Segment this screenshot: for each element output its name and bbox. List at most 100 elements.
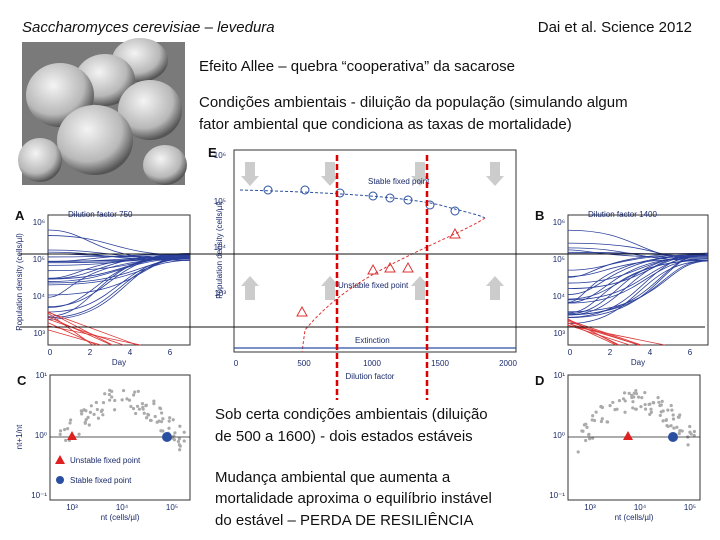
scatter-dot bbox=[158, 407, 163, 411]
arrow bbox=[411, 276, 429, 300]
scatter-dot bbox=[176, 439, 181, 444]
point bbox=[450, 206, 460, 216]
point bbox=[368, 191, 378, 201]
scatter-dot bbox=[661, 419, 665, 423]
scatter-dot bbox=[58, 432, 62, 436]
scatter-dot bbox=[634, 392, 639, 396]
scatter-dot bbox=[160, 411, 164, 415]
figure-label: 10⁵ bbox=[553, 255, 565, 264]
scatter-dot bbox=[617, 399, 622, 403]
scatter-dot bbox=[659, 403, 663, 407]
point bbox=[296, 305, 308, 317]
scatter-dot bbox=[587, 433, 591, 437]
figure-label: 10⁴ bbox=[116, 503, 129, 512]
scatter-dot bbox=[631, 400, 635, 404]
scatter-dot bbox=[144, 403, 148, 407]
figure-label: 1000 bbox=[363, 359, 381, 368]
scatter-dot bbox=[157, 419, 161, 423]
figure-label: 10⁶ bbox=[33, 218, 45, 227]
scatter-dot bbox=[149, 418, 153, 423]
figure: E Population density (cells/µl) 10⁶ 10⁵ 10⁴ 1… bbox=[15, 145, 709, 525]
scatter-dot bbox=[87, 423, 91, 427]
point bbox=[263, 185, 273, 195]
scatter-dot bbox=[88, 410, 93, 414]
scatter-dot bbox=[584, 422, 588, 426]
figure-curve bbox=[567, 254, 709, 295]
scatter-dot bbox=[671, 417, 676, 421]
figure-curve bbox=[567, 255, 709, 284]
scatter-dot bbox=[121, 388, 126, 393]
figure-label: 10⁵ bbox=[684, 503, 696, 512]
scatter-dot bbox=[129, 404, 133, 409]
figure-curve bbox=[47, 259, 191, 286]
scatter-dot bbox=[585, 425, 589, 429]
scatter-dot bbox=[584, 438, 588, 443]
figure-label: 10⁵ bbox=[166, 503, 178, 512]
figure-label: 2 bbox=[608, 348, 613, 357]
figure-curve bbox=[47, 322, 97, 346]
description-line: fator ambiental que condiciona as taxas … bbox=[199, 116, 572, 133]
figure-label: 10⁻¹ bbox=[31, 491, 47, 500]
note-line: Sob certa condições ambientais (diluição bbox=[215, 406, 488, 423]
figure-label: Dilution factor 1400 bbox=[588, 210, 657, 219]
figure-label: 0 bbox=[568, 348, 573, 357]
arrow bbox=[486, 276, 504, 300]
figure-label: 10⁴ bbox=[33, 292, 46, 301]
scatter-dot bbox=[688, 424, 692, 429]
scatter-dot bbox=[133, 390, 137, 394]
figure-label: Day bbox=[112, 358, 126, 367]
figure-curve bbox=[47, 257, 191, 264]
figure-curve bbox=[47, 255, 191, 320]
scatter-dot bbox=[141, 407, 145, 411]
scatter-dot bbox=[66, 427, 70, 431]
scatter-dot bbox=[77, 432, 81, 436]
scatter-dot bbox=[591, 414, 595, 418]
figure-curve bbox=[567, 318, 619, 346]
scatter-dot bbox=[161, 417, 165, 421]
scatter-dot bbox=[600, 417, 604, 421]
scatter-dot bbox=[125, 397, 129, 401]
scatter-dot bbox=[627, 391, 631, 395]
note-line: Mudança ambiental que aumenta a bbox=[215, 469, 451, 486]
scatter-dot bbox=[99, 409, 104, 413]
scatter-dot bbox=[127, 398, 132, 402]
scatter-dot bbox=[80, 412, 84, 416]
figure-label: B bbox=[535, 208, 544, 223]
scatter-dot bbox=[101, 400, 106, 405]
figure-label: 10⁴ bbox=[634, 503, 647, 512]
scatter-dot bbox=[658, 413, 662, 418]
figure-label: 2 bbox=[88, 348, 93, 357]
scatter-dot bbox=[623, 410, 627, 414]
scatter-dot bbox=[182, 430, 186, 434]
scatter-dot bbox=[173, 431, 177, 435]
figure-curve bbox=[47, 257, 191, 313]
scatter-dot bbox=[69, 418, 73, 422]
scatter-dot bbox=[113, 398, 117, 403]
scatter-dot bbox=[103, 392, 107, 396]
legend-marker bbox=[55, 455, 65, 464]
scatter-dot bbox=[135, 404, 140, 408]
scatter-dot bbox=[159, 420, 164, 424]
point bbox=[403, 195, 413, 205]
fixed-point bbox=[623, 431, 633, 440]
scatter-dot bbox=[145, 416, 149, 420]
figure-label: 6 bbox=[168, 348, 173, 357]
scatter-dot bbox=[675, 425, 679, 429]
figure-label: 10⁵ bbox=[214, 197, 226, 206]
figure-label: A bbox=[15, 208, 25, 223]
figure-label: 4 bbox=[128, 348, 133, 357]
scatter-dot bbox=[131, 407, 136, 411]
note-box bbox=[210, 400, 530, 532]
scatter-dot bbox=[142, 411, 146, 415]
figure-curve bbox=[47, 329, 102, 346]
figure-curve bbox=[567, 320, 639, 346]
scatter-dot bbox=[86, 415, 90, 419]
arrow bbox=[486, 162, 504, 186]
scatter-dot bbox=[178, 424, 182, 428]
fixed-point bbox=[668, 432, 678, 442]
figure-label: Dilution factor 750 bbox=[68, 210, 133, 219]
scatter-dot bbox=[631, 406, 635, 410]
scatter-dot bbox=[689, 432, 693, 436]
scatter-dot bbox=[611, 400, 615, 405]
scatter-dot bbox=[634, 407, 638, 411]
